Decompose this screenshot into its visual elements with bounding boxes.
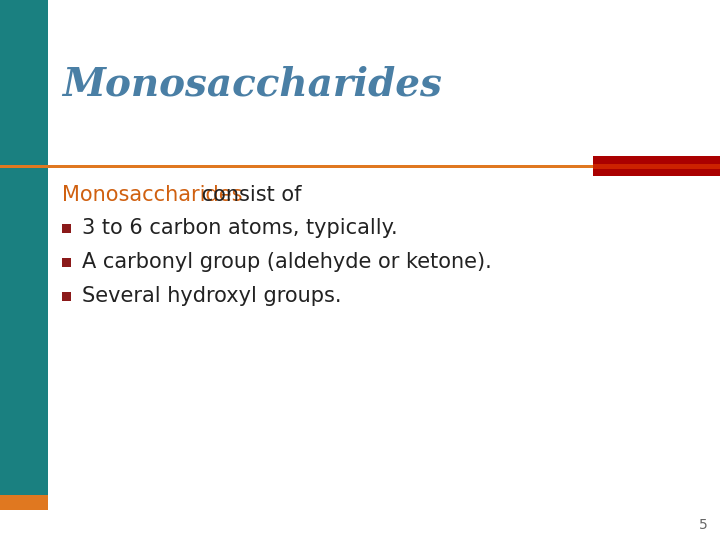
Text: A carbonyl group (aldehyde or ketone).: A carbonyl group (aldehyde or ketone). [82,252,492,272]
Text: 5: 5 [699,518,708,532]
Bar [62,258,71,267]
Text: Several hydroxyl groups.: Several hydroxyl groups. [82,286,341,306]
Bar [62,224,71,233]
Bar [62,292,71,301]
Text: consist of: consist of [195,185,302,205]
Bar [593,156,720,176]
Bar [0,165,620,168]
Bar [0,0,48,495]
Bar [593,164,720,169]
Bar [0,495,48,510]
Text: Monosaccharides: Monosaccharides [62,185,243,205]
Text: Monosaccharides: Monosaccharides [62,66,442,104]
Text: 3 to 6 carbon atoms, typically.: 3 to 6 carbon atoms, typically. [82,218,397,238]
